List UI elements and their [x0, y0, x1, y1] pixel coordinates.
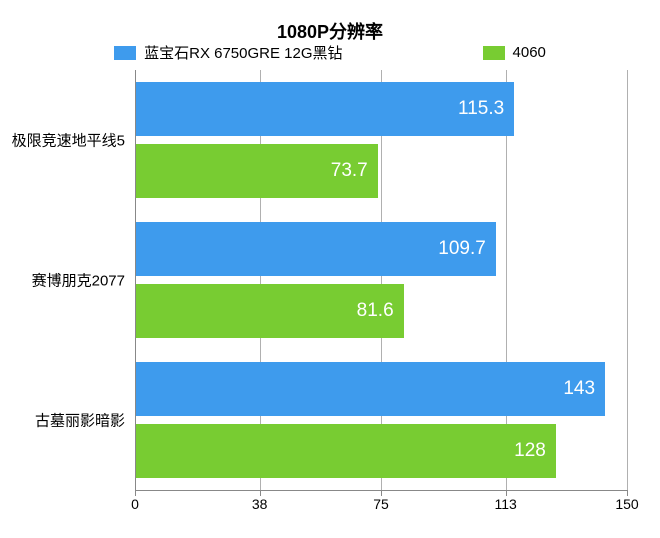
bar: 128: [136, 424, 556, 478]
legend-item-series-0: 蓝宝石RX 6750GRE 12G黑钻: [114, 42, 342, 63]
legend: 蓝宝石RX 6750GRE 12G黑钻 4060: [0, 42, 660, 63]
bar: 81.6: [136, 284, 404, 338]
plot-area: 115.3 73.7 109.7 81.6 143 128: [135, 70, 627, 490]
bar-value-label: 115.3: [458, 98, 504, 120]
legend-swatch-1: [483, 46, 505, 60]
bar-value-label: 109.7: [438, 238, 486, 260]
bar-value-label: 81.6: [357, 300, 394, 322]
x-tick-label: 38: [252, 496, 268, 512]
category-label: 赛博朋克2077: [32, 270, 125, 291]
legend-item-series-1: 4060: [483, 42, 546, 63]
legend-label-0: 蓝宝石RX 6750GRE 12G黑钻: [144, 42, 342, 63]
grid-line: [627, 70, 628, 490]
legend-swatch-0: [114, 46, 136, 60]
category-label: 极限竞速地平线5: [12, 130, 125, 151]
bar: 109.7: [136, 222, 496, 276]
x-tick-label: 0: [131, 496, 139, 512]
x-tick-label: 75: [373, 496, 389, 512]
bar-value-label: 143: [563, 378, 595, 400]
x-tick-label: 113: [494, 496, 516, 512]
x-tick-label: 150: [615, 496, 638, 512]
bar: 115.3: [136, 82, 514, 136]
bar-value-label: 73.7: [331, 160, 368, 182]
bar: 143: [136, 362, 605, 416]
category-label: 古墓丽影暗影: [35, 410, 125, 431]
bar-value-label: 128: [514, 440, 546, 462]
bar: 73.7: [136, 144, 378, 198]
legend-label-1: 4060: [513, 44, 546, 61]
chart-title: 1080P分辨率: [0, 18, 660, 44]
